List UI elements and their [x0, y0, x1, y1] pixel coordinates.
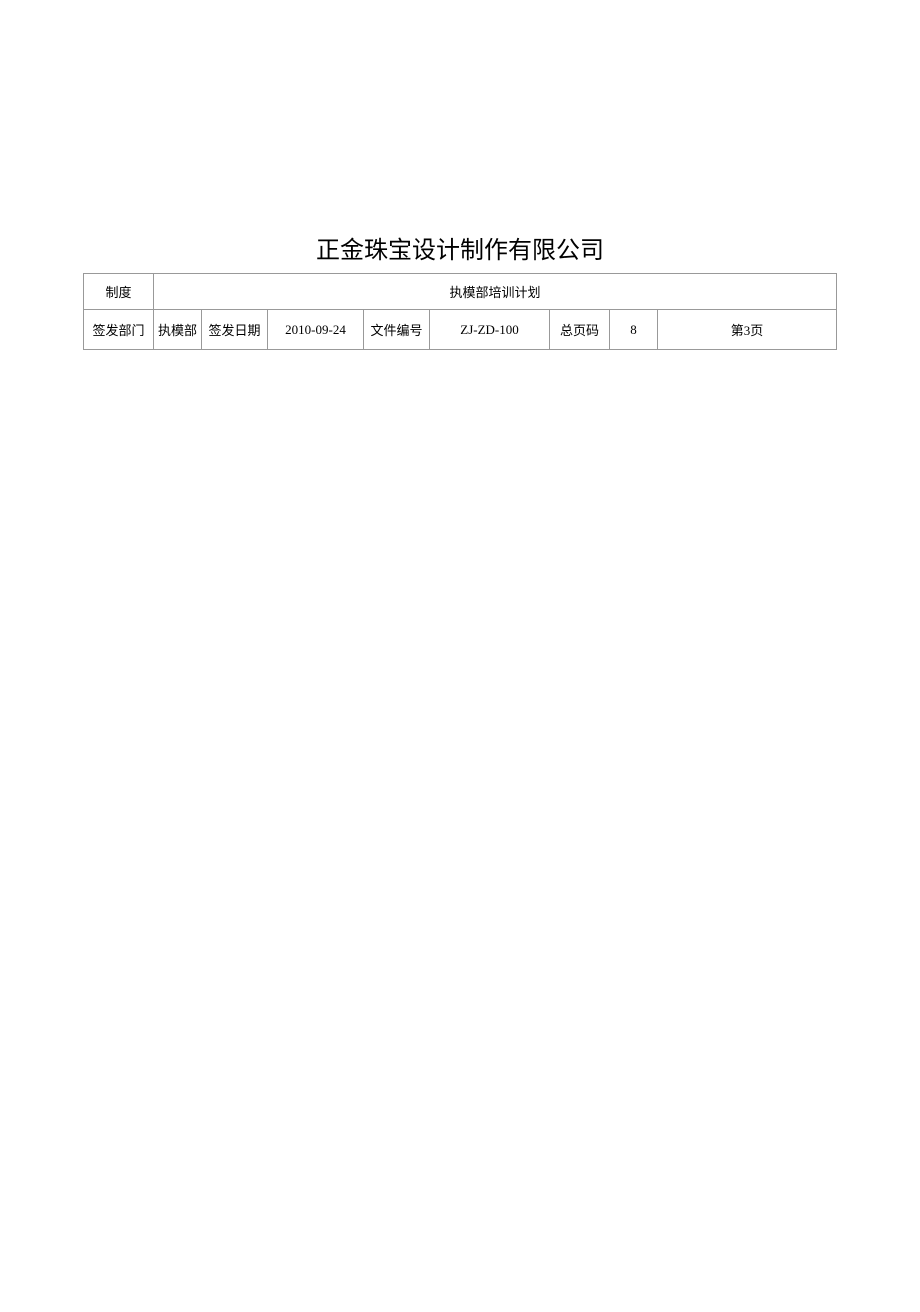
document-title: 执模部培训计划	[154, 274, 837, 310]
page-number: 第3页	[658, 310, 837, 350]
totalpage-label: 总页码	[550, 310, 610, 350]
docnum-value: ZJ-ZD-100	[430, 310, 550, 350]
dept-value: 执模部	[154, 310, 202, 350]
document-container: 正金珠宝设计制作有限公司 制度 执模部培训计划 签发部门 执模部 签发日期 20…	[83, 230, 837, 350]
date-label: 签发日期	[202, 310, 268, 350]
dept-label: 签发部门	[84, 310, 154, 350]
table-row-metadata: 签发部门 执模部 签发日期 2010-09-24 文件编号 ZJ-ZD-100 …	[84, 310, 837, 350]
table-row-title: 制度 执模部培训计划	[84, 274, 837, 310]
date-value: 2010-09-24	[268, 310, 364, 350]
docnum-label: 文件编号	[364, 310, 430, 350]
system-label: 制度	[84, 274, 154, 310]
totalpage-value: 8	[610, 310, 658, 350]
header-table: 制度 执模部培训计划 签发部门 执模部 签发日期 2010-09-24 文件编号…	[83, 273, 837, 350]
company-title: 正金珠宝设计制作有限公司	[83, 230, 837, 265]
